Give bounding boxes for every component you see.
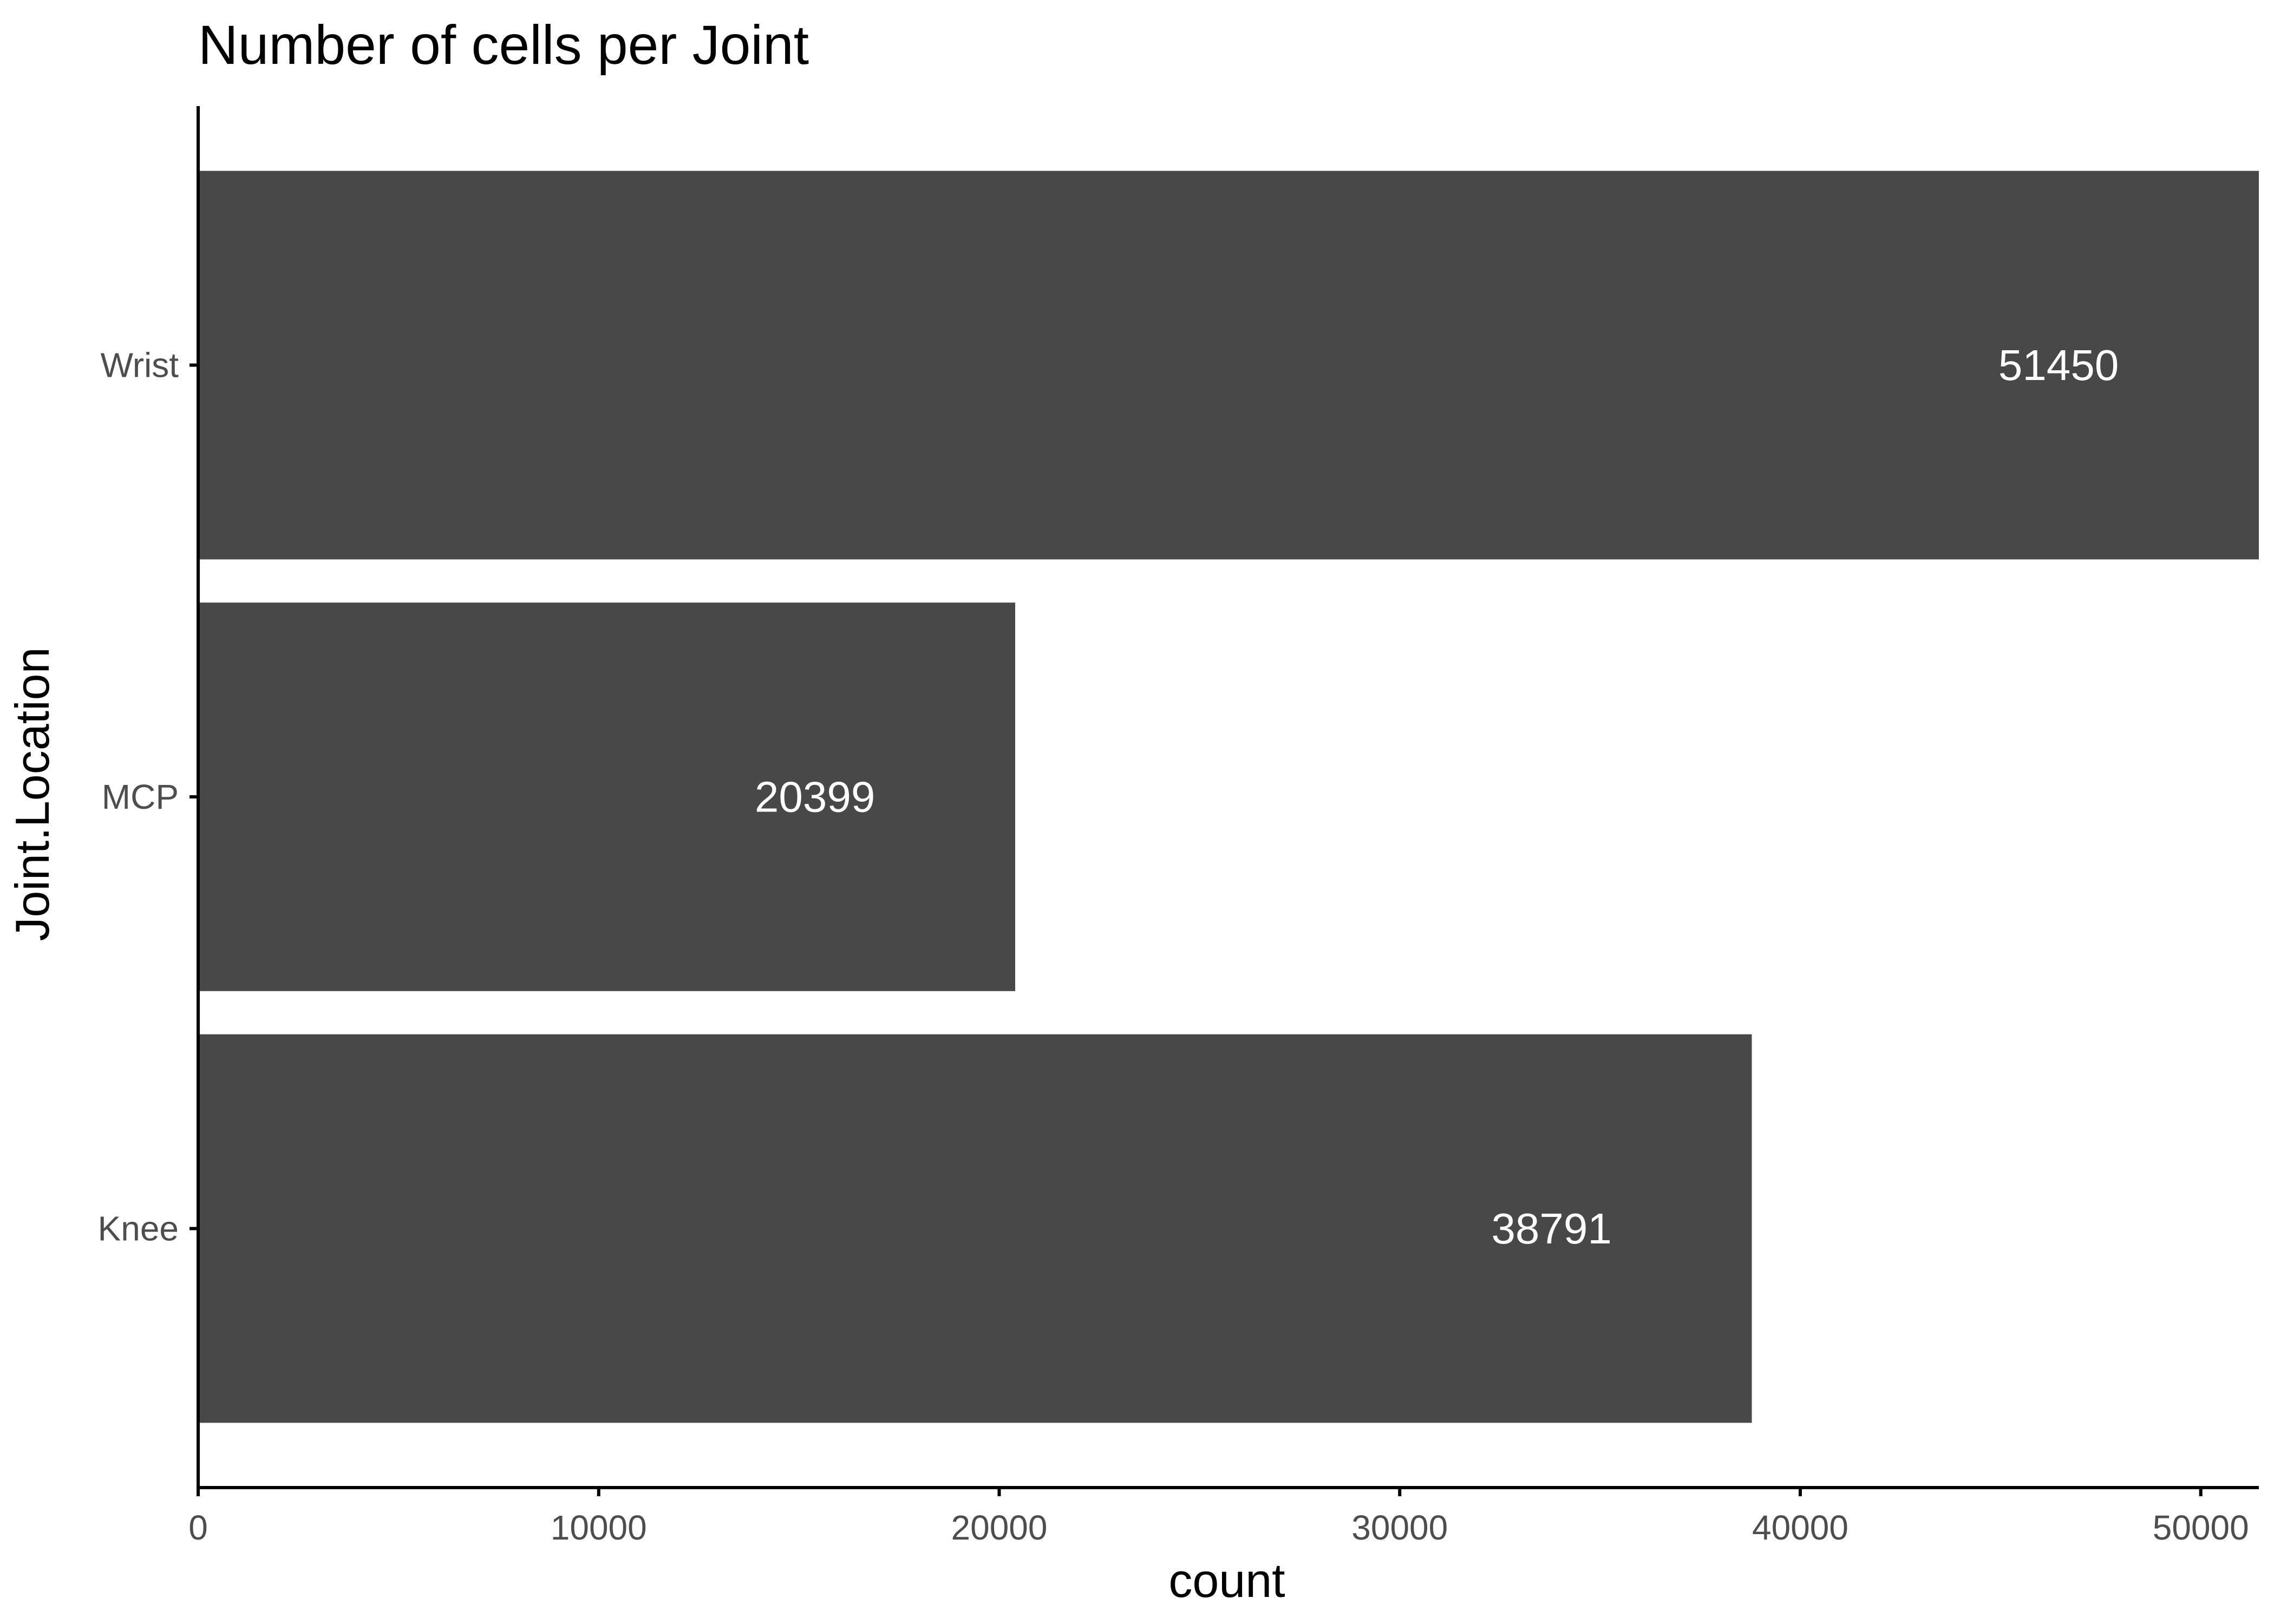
y-tick-label-wrist: Wrist <box>100 346 179 385</box>
x-tick-label-30000: 30000 <box>1351 1508 1448 1547</box>
data-label-wrist: 51450 <box>1998 341 2119 389</box>
x-axis-title: count <box>1168 1554 1285 1607</box>
x-tick-label-10000: 10000 <box>551 1508 647 1547</box>
bar-wrist <box>198 171 2259 560</box>
x-tick-label-40000: 40000 <box>1752 1508 1848 1547</box>
x-tick-label-0: 0 <box>188 1508 208 1547</box>
y-tick-label-knee: Knee <box>98 1209 179 1248</box>
bars-group <box>198 171 2259 1423</box>
bar-knee <box>198 1034 1752 1423</box>
x-tick-label-20000: 20000 <box>951 1508 1048 1547</box>
y-tick-label-mcp: MCP <box>102 777 179 816</box>
bar-mcp <box>198 603 1016 991</box>
x-axis-ticks: 0 10000 20000 30000 40000 50000 <box>188 1488 2249 1547</box>
data-label-mcp: 20399 <box>755 773 875 821</box>
y-axis-title: Joint.Location <box>5 647 59 941</box>
data-labels-group: 38791 20399 51450 <box>755 341 2119 1253</box>
data-label-knee: 38791 <box>1491 1204 1611 1253</box>
x-tick-label-50000: 50000 <box>2153 1508 2249 1547</box>
chart-title: Number of cells per Joint <box>198 14 809 76</box>
y-axis-ticks: Knee MCP Wrist <box>98 346 198 1248</box>
